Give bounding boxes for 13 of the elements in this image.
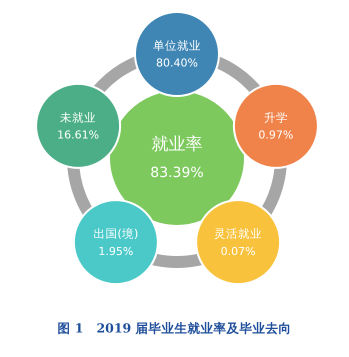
category-label: 就业率: [152, 134, 202, 154]
category-label: 灵活就业: [214, 226, 262, 241]
category-label: 升学: [264, 110, 288, 124]
data-label: 0.97%: [258, 128, 294, 142]
category-label: 单位就业: [153, 38, 201, 53]
text: 图 1 2019 届毕业生就业率及毕业去向: [57, 320, 292, 336]
data-label: 1.95%: [98, 244, 134, 258]
data-label: 0.07%: [220, 244, 256, 258]
category-label: 出国(境): [93, 226, 138, 241]
category-label: 未就业: [60, 110, 96, 124]
data-label: 16.61%: [57, 128, 100, 142]
data-label: 80.40%: [156, 56, 198, 70]
data-label: 83.39%: [150, 164, 204, 181]
